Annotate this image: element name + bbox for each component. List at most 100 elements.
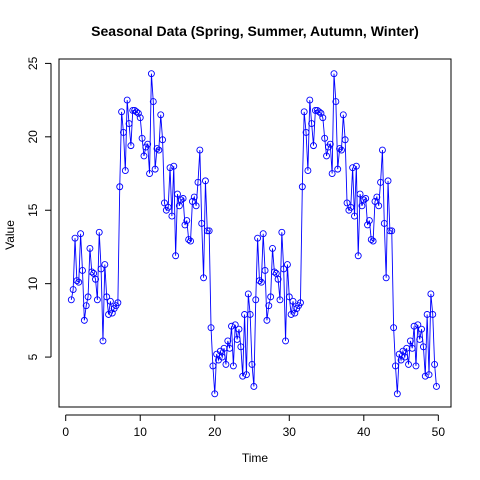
data-point — [88, 268, 96, 276]
data-point — [373, 193, 381, 201]
data-point — [419, 343, 427, 351]
data-point — [375, 202, 383, 210]
data-point — [356, 190, 364, 198]
data-point — [146, 170, 154, 177]
data-point — [367, 236, 375, 244]
data-point — [181, 221, 189, 229]
data-point — [151, 165, 159, 173]
data-point — [298, 183, 306, 191]
data-point — [285, 293, 293, 301]
data-point — [244, 290, 252, 298]
data-point — [317, 109, 325, 117]
data-point — [170, 162, 178, 170]
data-series — [67, 70, 440, 398]
data-point — [67, 296, 75, 304]
data-point — [323, 152, 330, 160]
data-point — [103, 293, 111, 301]
data-point — [321, 134, 329, 142]
x-tick-label: 0 — [62, 425, 69, 439]
data-point — [136, 114, 144, 122]
data-point — [123, 96, 131, 104]
data-point — [185, 236, 193, 244]
data-point — [336, 145, 344, 153]
data-point — [388, 227, 396, 235]
data-point — [235, 325, 243, 333]
y-tick-label: 5 — [26, 353, 40, 360]
data-point — [166, 164, 174, 172]
data-point — [205, 227, 213, 235]
x-tick-label: 20 — [208, 425, 222, 439]
data-point — [315, 108, 323, 116]
data-point — [269, 244, 276, 252]
data-point — [218, 353, 226, 361]
data-point — [192, 202, 200, 210]
data-point — [261, 266, 269, 274]
data-point — [351, 212, 358, 220]
data-point — [416, 336, 424, 343]
data-point — [108, 309, 116, 317]
data-point — [291, 309, 299, 317]
data-point — [203, 227, 211, 235]
data-point — [297, 299, 304, 307]
data-point — [157, 111, 165, 119]
data-point — [101, 261, 109, 269]
data-point — [133, 108, 140, 116]
data-point — [194, 178, 202, 186]
data-point — [412, 362, 420, 370]
data-point — [408, 344, 416, 352]
data-point — [211, 390, 219, 398]
data-point — [92, 275, 99, 283]
data-point — [425, 371, 433, 379]
data-point — [73, 277, 81, 285]
data-point — [427, 290, 435, 298]
data-point — [319, 114, 327, 122]
data-point — [380, 220, 388, 227]
data-point — [283, 261, 291, 269]
data-point — [226, 344, 234, 352]
data-point — [276, 296, 284, 304]
data-point — [267, 293, 275, 301]
data-point — [164, 203, 172, 211]
data-point — [239, 372, 247, 380]
data-point — [125, 120, 133, 128]
data-point — [222, 360, 230, 368]
plot-frame — [58, 58, 452, 408]
data-point — [369, 237, 377, 245]
data-point — [196, 146, 204, 154]
data-point — [252, 296, 260, 304]
data-point — [71, 234, 79, 242]
data-point — [289, 297, 297, 305]
data-point — [248, 360, 256, 368]
data-point — [354, 252, 362, 260]
data-point — [362, 195, 370, 202]
data-point — [179, 195, 187, 202]
y-tick-label: 10 — [26, 277, 40, 291]
data-point — [198, 220, 206, 227]
data-point — [349, 164, 357, 172]
data-point — [339, 111, 347, 119]
data-point — [341, 136, 349, 144]
data-point — [172, 252, 180, 260]
data-point — [278, 228, 286, 236]
data-point — [382, 274, 390, 282]
x-axis-label: Time — [242, 451, 269, 465]
data-point — [287, 311, 295, 318]
data-point — [147, 70, 155, 78]
x-tick-label: 40 — [357, 425, 371, 439]
data-point — [129, 106, 137, 114]
data-point — [306, 96, 314, 104]
y-axis-label: Value — [3, 220, 17, 250]
data-point — [311, 106, 319, 114]
x-axis: 0 10 20 30 40 50 — [62, 414, 446, 439]
data-point — [282, 337, 290, 345]
data-point — [352, 162, 360, 170]
data-point — [168, 212, 176, 220]
data-point — [347, 203, 355, 211]
data-point — [384, 177, 392, 185]
data-point — [386, 227, 394, 235]
x-tick-label: 50 — [432, 425, 446, 439]
data-point — [410, 322, 418, 330]
data-point — [308, 120, 316, 128]
